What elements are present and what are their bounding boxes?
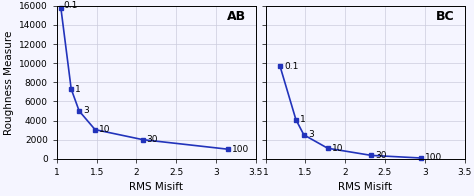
Text: 1: 1 — [75, 84, 81, 93]
Text: 0.1: 0.1 — [284, 62, 298, 71]
Text: 10: 10 — [99, 125, 110, 134]
Text: 3: 3 — [308, 130, 314, 139]
X-axis label: RMS Misift: RMS Misift — [338, 182, 392, 192]
Text: 0.1: 0.1 — [63, 1, 78, 10]
Text: 1: 1 — [300, 115, 306, 124]
Text: AB: AB — [227, 10, 246, 24]
Text: 100: 100 — [232, 145, 249, 154]
Y-axis label: Roughness Measure: Roughness Measure — [3, 30, 14, 134]
X-axis label: RMS Misift: RMS Misift — [129, 182, 183, 192]
Text: 30: 30 — [147, 135, 158, 144]
Text: 100: 100 — [425, 153, 442, 162]
Text: 30: 30 — [375, 151, 387, 160]
Text: 3: 3 — [83, 106, 89, 115]
Text: BC: BC — [436, 10, 455, 24]
Text: 10: 10 — [332, 144, 343, 153]
